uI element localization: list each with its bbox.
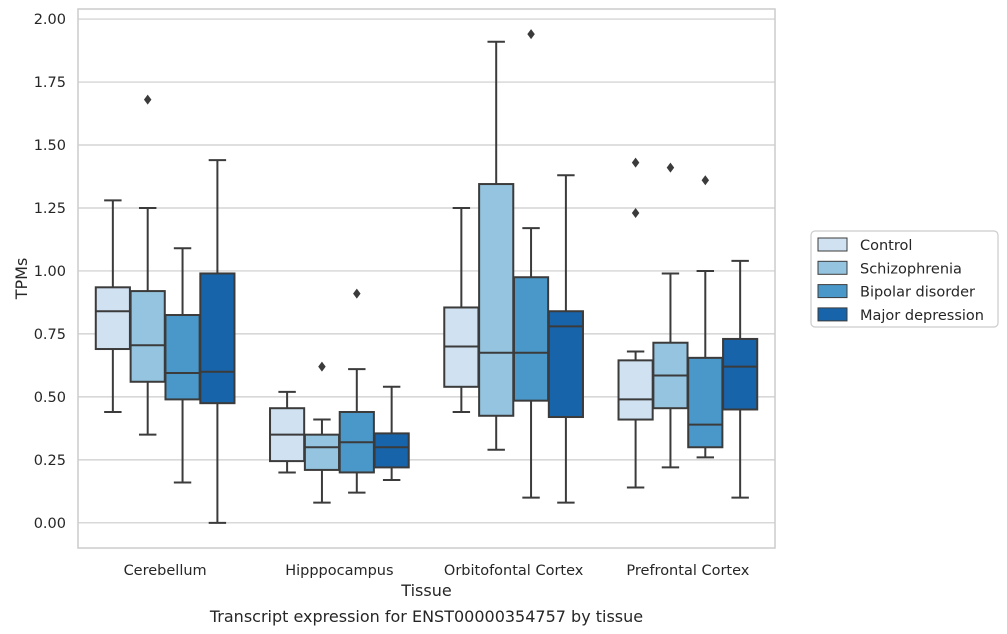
- box-body: [512, 276, 550, 402]
- y-tick-label: 1.00: [34, 264, 66, 280]
- x-axis-label: Tissue: [400, 581, 451, 600]
- outlier-point: [631, 208, 640, 219]
- box: [652, 162, 689, 469]
- plot-frame: [77, 8, 776, 549]
- series-bipolar-disorder: [164, 29, 724, 499]
- box-body: [722, 337, 759, 411]
- box-body: [94, 286, 131, 351]
- box-body: [164, 314, 201, 401]
- series-control: [94, 157, 654, 489]
- box: [443, 206, 480, 413]
- outlier-point: [527, 29, 535, 40]
- y-tick-label: 0.50: [34, 390, 66, 406]
- legend: Control Schizophrenia Bipolar disorder Majo…: [810, 230, 999, 328]
- plot-area: [78, 9, 775, 548]
- y-tick-label: 0.75: [34, 327, 66, 343]
- box-body: [547, 310, 584, 419]
- y-tick-label: 0.00: [34, 516, 66, 532]
- legend-swatch: [817, 237, 848, 252]
- legend-frame: [810, 230, 999, 328]
- x-tick-labels: Cerebellum Hipppocampus Orbitofontal Corte…: [124, 563, 750, 579]
- box: [617, 157, 654, 489]
- legend-label: Bipolar disorder: [860, 285, 975, 301]
- legend-swatch: [817, 307, 848, 322]
- chart-caption: Transcript expression for ENST0000035475…: [209, 607, 643, 626]
- outlier-point: [701, 175, 710, 186]
- y-tick-label: 0.25: [34, 453, 66, 469]
- box-body: [373, 432, 410, 469]
- y-tick-label: 1.25: [34, 201, 66, 217]
- x-tick-label: Orbitofontal Cortex: [444, 563, 584, 579]
- outlier-point: [666, 162, 675, 173]
- outlier-point: [143, 94, 152, 105]
- series-major-depression: [199, 159, 759, 524]
- box: [373, 385, 410, 481]
- y-tick-label: 1.75: [34, 75, 66, 91]
- legend-swatch: [817, 284, 848, 299]
- box-body: [129, 290, 166, 383]
- box: [722, 259, 759, 499]
- legend-swatch: [817, 260, 848, 275]
- legend-label: Control: [860, 238, 912, 254]
- box: [164, 247, 201, 484]
- x-tick-label: Prefrontal Cortex: [626, 563, 749, 579]
- box: [547, 174, 584, 504]
- box-body: [617, 359, 654, 421]
- outlier-point: [318, 361, 326, 372]
- x-tick-label: Cerebellum: [124, 563, 207, 579]
- y-tick-labels: 0.00 0.25 0.50 0.75 1.00 1.25 1.50 1.75 2.00: [34, 12, 66, 532]
- box: [199, 159, 236, 524]
- box-series-layer: [94, 29, 759, 524]
- box-body: [303, 433, 341, 471]
- legend-label: Major depression: [860, 308, 984, 324]
- box-body: [478, 183, 515, 417]
- box: [94, 199, 131, 413]
- y-tick-label: 1.50: [34, 138, 66, 154]
- legend-label: Schizophrenia: [860, 261, 962, 277]
- y-axis-label: TPMs: [12, 258, 31, 301]
- outlier-point: [353, 288, 361, 299]
- y-tick-label: 2.00: [34, 12, 66, 28]
- outlier-point: [631, 157, 640, 168]
- box: [478, 40, 515, 451]
- box: [512, 29, 550, 499]
- box-body: [687, 356, 724, 449]
- box-body: [199, 272, 236, 405]
- x-tick-label: Hipppocampus: [285, 563, 393, 579]
